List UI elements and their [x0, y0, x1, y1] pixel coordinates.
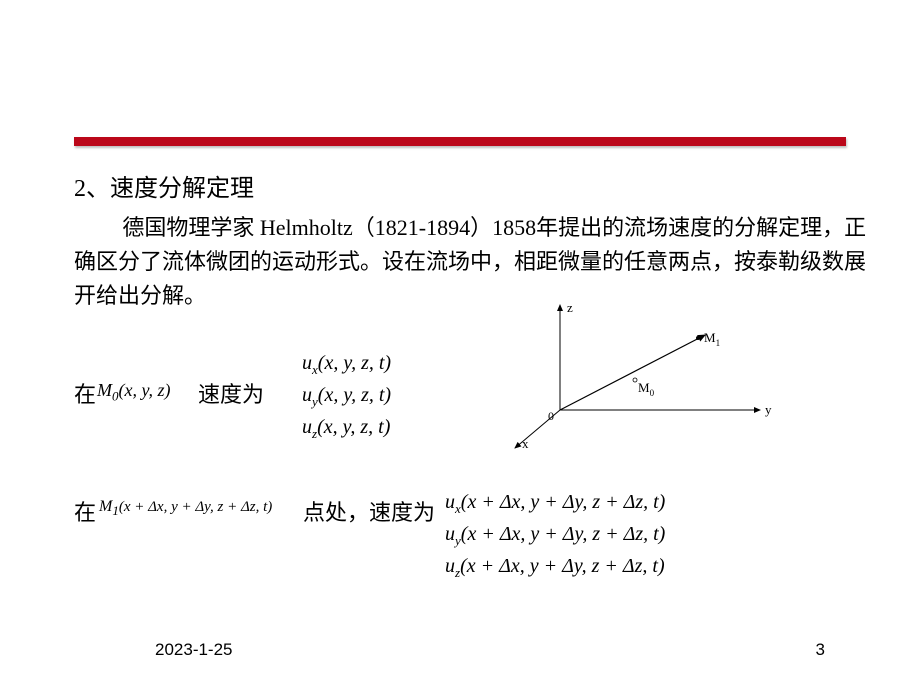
row2-zai: 在 [74, 495, 96, 527]
row2-ux: ux(x + Δx, y + Δy, z + Δz, t) [445, 487, 665, 519]
row2-label: 点处，速度为 [303, 495, 435, 527]
row1-ux: ux(x, y, z, t) [302, 348, 391, 380]
axis-y-label: y [765, 402, 772, 417]
accent-bar [74, 137, 846, 146]
footer-date: 2023-1-25 [155, 640, 233, 660]
row1-u-block: ux(x, y, z, t) uy(x, y, z, t) uz(x, y, z… [302, 348, 391, 444]
row1-M0-expr: M0(x, y, z) [97, 380, 170, 405]
M1-args: (x + Δx, y + Δy, z + Δz, t) [119, 499, 272, 515]
coordinate-diagram: z y x 0 M0 M1 [500, 300, 800, 450]
M1-point-label: M1 [704, 330, 720, 348]
row1-uz: uz(x, y, z, t) [302, 412, 391, 444]
uy-args: (x, y, z, t) [318, 384, 391, 406]
M0-point-label: M0 [638, 380, 655, 398]
uy-letter: u [302, 384, 312, 406]
r2-uz-letter: u [445, 555, 455, 577]
r2-ux-args: (x + Δx, y + Δy, z + Δz, t) [461, 491, 666, 513]
r2-uy-letter: u [445, 523, 455, 545]
ux-letter: u [302, 352, 312, 374]
origin-label: 0 [548, 409, 554, 423]
row2-u-block: ux(x + Δx, y + Δy, z + Δz, t) uy(x + Δx,… [445, 487, 665, 583]
footer-page-number: 3 [816, 640, 825, 660]
row1-velocity-label: 速度为 [198, 377, 264, 409]
M0-letter: M [97, 380, 112, 400]
row2-uy: uy(x + Δx, y + Δy, z + Δz, t) [445, 519, 665, 551]
section-heading: 2、速度分解定理 [74, 168, 874, 203]
content-block: 2、速度分解定理 德国物理学家 Helmholtz（1821-1894）1858… [74, 168, 874, 313]
paragraph-text: 德国物理学家 Helmholtz（1821-1894）1858年提出的流场速度的… [74, 211, 874, 313]
row1-uy: uy(x, y, z, t) [302, 380, 391, 412]
axis-x-label: x [522, 436, 529, 450]
row1-zai: 在 [74, 377, 96, 409]
row2-M1-expr: M1(x + Δx, y + Δy, z + Δz, t) [99, 498, 272, 519]
uz-args: (x, y, z, t) [317, 416, 390, 438]
M0-args: (x, y, z) [119, 380, 171, 400]
r2-uz-args: (x + Δx, y + Δy, z + Δz, t) [460, 555, 665, 577]
axis-z-label: z [567, 300, 573, 315]
r2-uy-args: (x + Δx, y + Δy, z + Δz, t) [461, 523, 666, 545]
M1-letter: M [99, 498, 112, 515]
ux-args: (x, y, z, t) [318, 352, 391, 374]
r2-ux-letter: u [445, 491, 455, 513]
row2-uz: uz(x + Δx, y + Δy, z + Δz, t) [445, 551, 665, 583]
uz-letter: u [302, 416, 312, 438]
